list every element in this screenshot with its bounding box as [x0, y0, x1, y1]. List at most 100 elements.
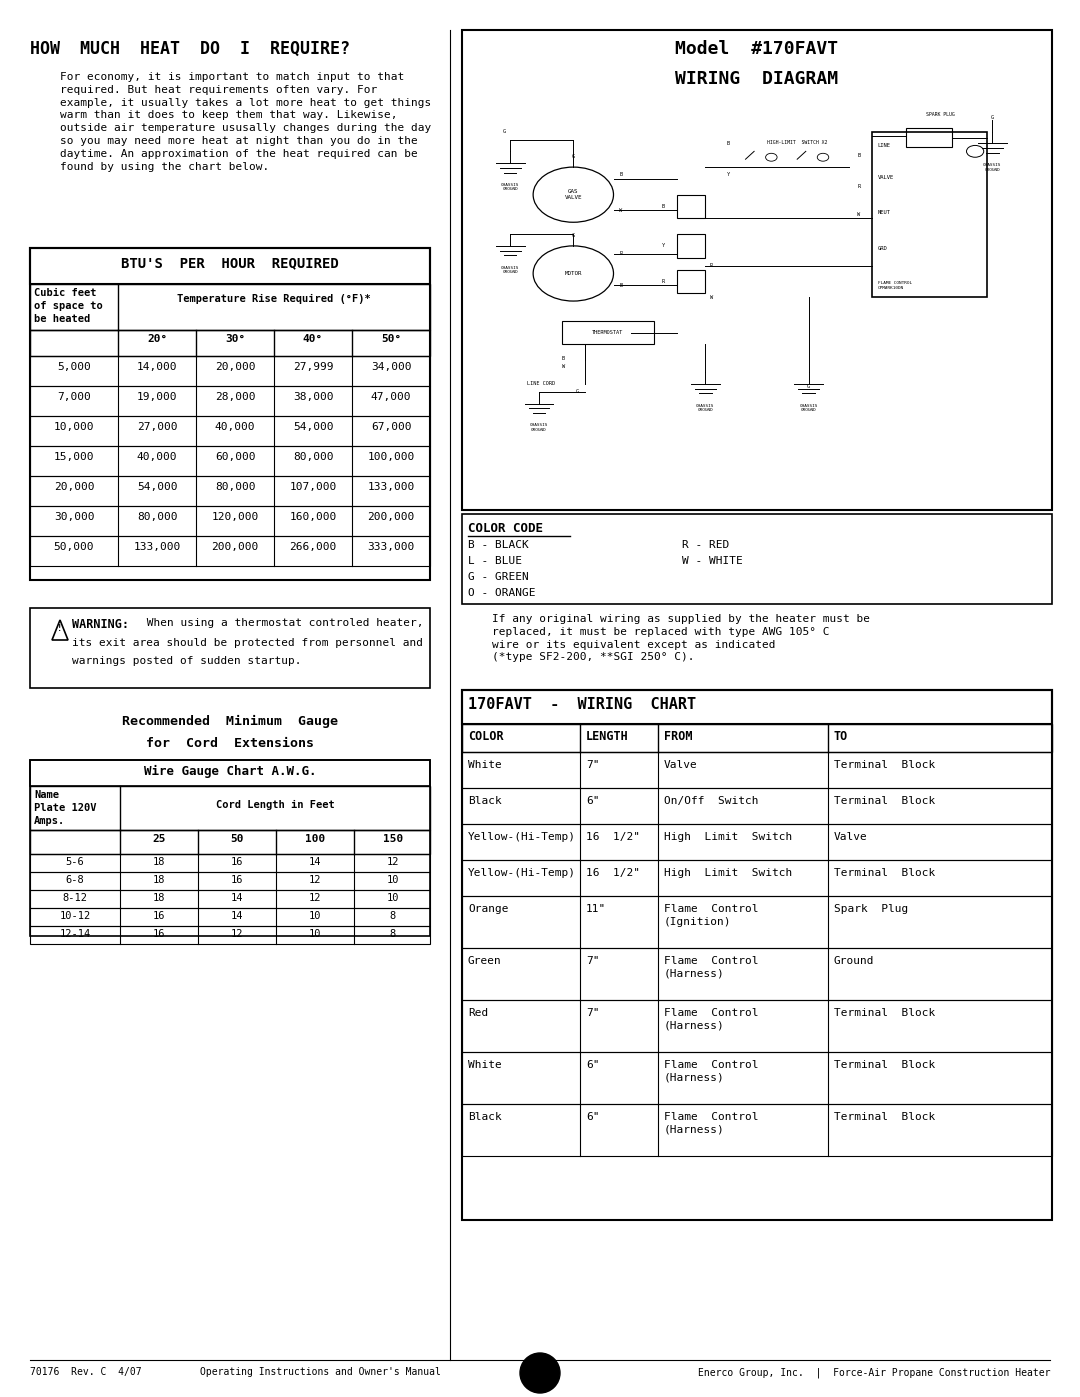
Text: 133,000: 133,000 — [367, 482, 415, 492]
Bar — [906, 127, 953, 148]
Bar — [462, 724, 1052, 752]
Bar — [462, 788, 1052, 824]
Text: 8: 8 — [390, 929, 396, 939]
Text: 67,000: 67,000 — [370, 422, 411, 432]
Text: 170FAVT  -  WIRING  CHART: 170FAVT - WIRING CHART — [468, 697, 697, 712]
Bar — [30, 330, 430, 356]
Text: THERMOSTAT: THERMOSTAT — [592, 330, 623, 335]
Bar — [30, 416, 430, 446]
Text: Orange: Orange — [468, 904, 509, 914]
Text: 12: 12 — [309, 875, 321, 886]
Text: 10,000: 10,000 — [54, 422, 94, 432]
Text: HOW  MUCH  HEAT  DO  I  REQUIRE?: HOW MUCH HEAT DO I REQUIRE? — [30, 41, 350, 59]
Text: G: G — [576, 390, 579, 394]
Text: 14,000: 14,000 — [137, 362, 177, 372]
Text: 40,000: 40,000 — [137, 453, 177, 462]
Text: Y: Y — [727, 172, 730, 177]
Text: 100,000: 100,000 — [367, 453, 415, 462]
Text: 80,000: 80,000 — [293, 453, 334, 462]
Text: B: B — [662, 204, 665, 210]
Bar — [30, 249, 430, 284]
Text: 11": 11" — [586, 904, 606, 914]
Text: COLOR CODE: COLOR CODE — [468, 522, 543, 535]
Text: Red: Red — [468, 1009, 488, 1018]
Text: 70176  Rev. C  4/07: 70176 Rev. C 4/07 — [30, 1368, 141, 1377]
Text: VALVE: VALVE — [878, 175, 894, 180]
Bar — [30, 446, 430, 476]
Text: 18: 18 — [152, 875, 165, 886]
Text: R: R — [662, 279, 665, 284]
Bar — [30, 536, 430, 566]
Text: R: R — [710, 263, 713, 268]
Text: Flame  Control
(Harness): Flame Control (Harness) — [664, 1060, 758, 1083]
Text: 54,000: 54,000 — [137, 482, 177, 492]
Text: warnings posted of sudden startup.: warnings posted of sudden startup. — [72, 657, 301, 666]
Text: CHASSIS
GROUND: CHASSIS GROUND — [501, 265, 519, 274]
Bar — [462, 824, 1052, 861]
Text: 14: 14 — [231, 893, 243, 902]
Text: 40°: 40° — [302, 334, 323, 344]
Text: 30,000: 30,000 — [54, 511, 94, 522]
Text: 27,000: 27,000 — [137, 422, 177, 432]
Text: L - BLUE: L - BLUE — [468, 556, 522, 566]
Bar — [30, 760, 430, 787]
Text: R - RED: R - RED — [681, 541, 729, 550]
Text: W: W — [710, 295, 713, 299]
Text: 20,000: 20,000 — [215, 362, 255, 372]
Text: 333,000: 333,000 — [367, 542, 415, 552]
Bar — [462, 895, 1052, 949]
Text: 54,000: 54,000 — [293, 422, 334, 432]
Text: High  Limit  Switch: High Limit Switch — [664, 833, 793, 842]
Text: CHASSIS
GROUND: CHASSIS GROUND — [799, 404, 818, 412]
Text: W: W — [562, 365, 565, 369]
Text: 10-12: 10-12 — [59, 911, 91, 921]
Text: CHASSIS
GROUND: CHASSIS GROUND — [983, 163, 1001, 172]
Text: 7": 7" — [586, 1009, 599, 1018]
Text: 6": 6" — [586, 796, 599, 806]
Text: 16: 16 — [231, 875, 243, 886]
Text: Black: Black — [468, 1112, 502, 1122]
Text: Ground: Ground — [834, 956, 875, 965]
Text: If any original wiring as supplied by the heater must be
replaced, it must be re: If any original wiring as supplied by th… — [492, 615, 870, 662]
Text: 12: 12 — [309, 893, 321, 902]
Text: 6-8: 6-8 — [66, 875, 84, 886]
Text: B: B — [858, 152, 861, 158]
Text: 34,000: 34,000 — [370, 362, 411, 372]
Text: Terminal  Block: Terminal Block — [834, 796, 935, 806]
Bar — [462, 1104, 1052, 1155]
Text: LENGTH: LENGTH — [586, 731, 629, 743]
Text: 16  1/2": 16 1/2" — [586, 833, 640, 842]
Text: G: G — [571, 154, 575, 159]
Text: Yellow-(Hi-Temp): Yellow-(Hi-Temp) — [468, 833, 576, 842]
Text: Flame  Control
(Harness): Flame Control (Harness) — [664, 956, 758, 979]
Text: BTU'S  PER  HOUR  REQUIRED: BTU'S PER HOUR REQUIRED — [121, 256, 339, 270]
Text: GRD: GRD — [878, 246, 888, 251]
Text: WIRING  DIAGRAM: WIRING DIAGRAM — [675, 70, 838, 88]
Text: Flame  Control
(Harness): Flame Control (Harness) — [664, 1112, 758, 1134]
Text: Cubic feet
of space to
be heated: Cubic feet of space to be heated — [33, 288, 103, 324]
Text: Valve: Valve — [664, 760, 698, 770]
Bar — [462, 690, 1052, 1220]
Text: Spark  Plug: Spark Plug — [834, 904, 908, 914]
Text: 50,000: 50,000 — [54, 542, 94, 552]
Text: B: B — [562, 356, 565, 362]
Text: G: G — [990, 115, 994, 120]
Text: 160,000: 160,000 — [289, 511, 337, 522]
Text: Flame  Control
(Harness): Flame Control (Harness) — [664, 1009, 758, 1031]
Text: WARNING:: WARNING: — [72, 617, 129, 631]
Text: 20,000: 20,000 — [54, 482, 94, 492]
Text: W - WHITE: W - WHITE — [681, 556, 743, 566]
Bar — [872, 131, 987, 298]
Text: SPARK PLUG: SPARK PLUG — [927, 112, 955, 117]
Text: 40,000: 40,000 — [215, 422, 255, 432]
Text: 10: 10 — [309, 929, 321, 939]
Text: 100: 100 — [305, 834, 325, 844]
Text: White: White — [468, 1060, 502, 1070]
Text: 200,000: 200,000 — [212, 542, 258, 552]
Text: 12-14: 12-14 — [59, 929, 91, 939]
Text: 6": 6" — [586, 1112, 599, 1122]
Text: Operating Instructions and Owner's Manual: Operating Instructions and Owner's Manua… — [200, 1368, 441, 1377]
Text: Terminal  Block: Terminal Block — [834, 1060, 935, 1070]
Text: TO: TO — [834, 731, 848, 743]
Bar — [30, 249, 430, 580]
